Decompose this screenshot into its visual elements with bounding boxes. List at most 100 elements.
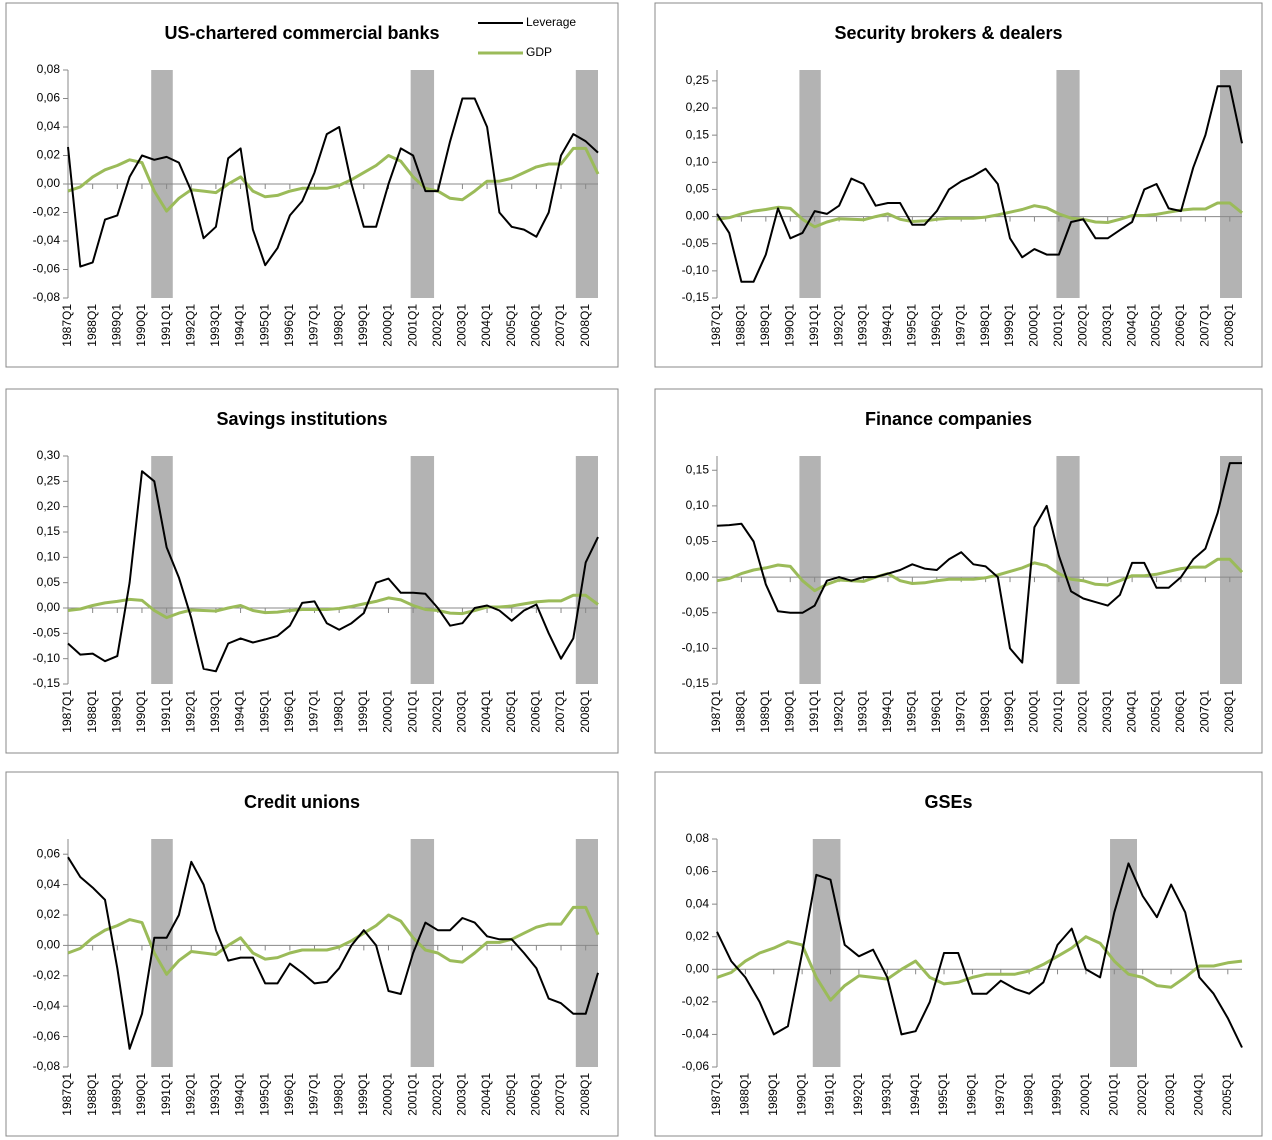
chart-panel: US-chartered commercial banks -0,08 -0,06 -…: [5, 2, 619, 368]
y-tick-label: -0,15: [33, 676, 61, 690]
y-tick-label: -0,04: [682, 1027, 710, 1041]
x-tick-label: 2000Q1: [381, 1073, 395, 1116]
x-tick-label: 2007Q1: [553, 1073, 567, 1116]
x-tick-label: 1990Q1: [782, 304, 796, 347]
series-line: [716, 85, 1243, 283]
x-tick-label: 1991Q1: [159, 1073, 173, 1116]
shaded-period: [151, 839, 173, 1067]
legend-label: GDP: [526, 45, 552, 59]
shaded-period: [799, 456, 821, 684]
x-tick-label: 1999Q1: [356, 1073, 370, 1116]
y-tick-label: 0,15: [37, 524, 61, 538]
x-tick-label: 2005Q1: [1149, 690, 1163, 733]
chart-title: Finance companies: [865, 409, 1032, 429]
x-tick-label: 1998Q1: [978, 690, 992, 733]
y-tick-label: 0,02: [37, 907, 61, 921]
x-tick-label: 1987Q1: [60, 304, 74, 347]
x-tick-label: 2008Q1: [1222, 304, 1236, 347]
shaded-period: [575, 456, 598, 684]
x-tick-label: 2000Q1: [381, 690, 395, 733]
x-tick-label: 2002Q1: [1135, 1073, 1149, 1116]
x-tick-label: 1996Q1: [965, 1073, 979, 1116]
x-tick-label: 2004Q1: [1192, 1073, 1206, 1116]
shaded-period: [799, 70, 821, 298]
x-tick-label: 1996Q1: [929, 304, 943, 347]
x-tick-label: 1995Q1: [936, 1073, 950, 1116]
x-tick-label: 2002Q1: [1075, 690, 1089, 733]
x-tick-label: 1988Q1: [734, 690, 748, 733]
x-tick-label: 2005Q1: [504, 690, 518, 733]
x-tick-label: 2002Q1: [1075, 304, 1089, 347]
x-tick-label: 2001Q1: [1051, 304, 1065, 347]
y-tick-label: 0,15: [686, 462, 710, 476]
x-tick-label: 1997Q1: [307, 304, 321, 347]
y-tick-label: 0,08: [686, 831, 710, 845]
series-line: [67, 856, 599, 1050]
x-tick-label: 2008Q1: [578, 1073, 592, 1116]
x-tick-label: 1994Q1: [908, 1073, 922, 1116]
x-tick-label: 1993Q1: [879, 1073, 893, 1116]
y-tick-label: -0,06: [33, 1029, 61, 1043]
x-tick-label: 1994Q1: [880, 690, 894, 733]
y-tick-label: 0,02: [686, 929, 710, 943]
x-tick-label: 1989Q1: [109, 690, 123, 733]
y-tick-label: -0,08: [33, 1059, 61, 1073]
y-tick-label: -0,05: [33, 626, 61, 640]
x-tick-label: 1990Q1: [782, 690, 796, 733]
y-tick-label: 0,06: [37, 91, 61, 105]
x-tick-label: 2000Q1: [1078, 1073, 1092, 1116]
y-tick-label: 0,02: [37, 148, 61, 162]
x-tick-label: 2007Q1: [1198, 690, 1212, 733]
x-tick-label: 2002Q1: [430, 304, 444, 347]
x-tick-label: 2006Q1: [529, 1073, 543, 1116]
series-line: [67, 97, 599, 268]
x-tick-label: 2000Q1: [381, 304, 395, 347]
y-tick-label: 0,20: [37, 499, 61, 513]
series-line: [716, 862, 1243, 1048]
y-tick-label: 0,04: [37, 119, 61, 133]
panel-frame: [5, 2, 619, 368]
x-tick-label: 1990Q1: [134, 304, 148, 347]
y-tick-label: 0,20: [686, 100, 710, 114]
x-tick-label: 1998Q1: [331, 1073, 345, 1116]
x-tick-label: 1994Q1: [233, 1073, 247, 1116]
y-tick-label: 0,30: [37, 448, 61, 462]
x-tick-label: 1994Q1: [880, 304, 894, 347]
y-tick-label: -0,15: [682, 290, 710, 304]
shaded-period: [1220, 456, 1242, 684]
x-tick-label: 2001Q1: [1106, 1073, 1120, 1116]
x-tick-label: 1988Q1: [85, 304, 99, 347]
y-tick-label: -0,10: [682, 641, 710, 655]
y-tick-label: 0,15: [686, 127, 710, 141]
y-tick-label: 0,05: [686, 182, 710, 196]
x-tick-label: 2004Q1: [479, 1073, 493, 1116]
x-tick-label: 1997Q1: [307, 1073, 321, 1116]
legend-label: Leverage: [526, 15, 576, 29]
x-tick-label: 1995Q1: [257, 304, 271, 347]
x-tick-label: 2006Q1: [529, 690, 543, 733]
y-tick-label: 0,04: [686, 896, 710, 910]
x-tick-label: 1998Q1: [331, 304, 345, 347]
x-tick-label: 2003Q1: [1100, 304, 1114, 347]
x-tick-label: 1988Q1: [85, 1073, 99, 1116]
x-tick-label: 1992Q1: [183, 304, 197, 347]
y-tick-label: 0,05: [37, 575, 61, 589]
x-tick-label: 2000Q1: [1027, 690, 1041, 733]
x-tick-label: 2005Q1: [504, 1073, 518, 1116]
y-tick-label: -0,06: [33, 262, 61, 276]
x-tick-label: 1991Q1: [823, 1073, 837, 1116]
x-tick-label: 1988Q1: [85, 690, 99, 733]
shaded-period: [1056, 70, 1080, 298]
x-tick-label: 1988Q1: [738, 1073, 752, 1116]
x-tick-label: 2001Q1: [405, 304, 419, 347]
x-tick-label: 2003Q1: [455, 304, 469, 347]
x-tick-label: 1989Q1: [758, 690, 772, 733]
x-tick-label: 1999Q1: [1002, 690, 1016, 733]
x-tick-label: 2004Q1: [1124, 304, 1138, 347]
shaded-period: [151, 456, 173, 684]
y-tick-label: 0,04: [37, 877, 61, 891]
x-tick-label: 1995Q1: [905, 304, 919, 347]
chart-panel: Security brokers & dealers -0,15 -0,10 -0,0…: [654, 2, 1263, 368]
y-tick-label: 0,10: [37, 550, 61, 564]
